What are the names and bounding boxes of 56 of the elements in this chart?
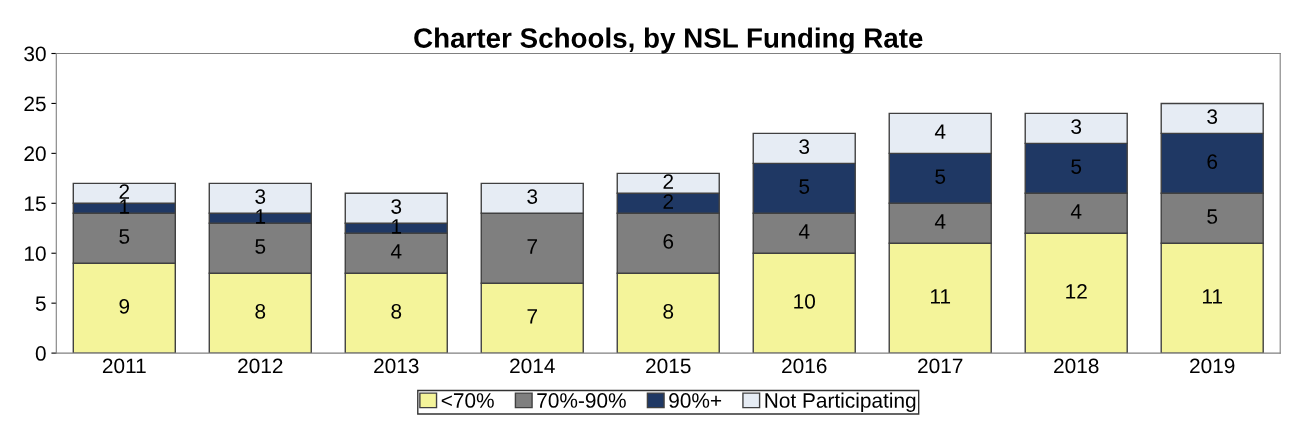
y-tick-label: 10 [24,246,46,261]
data-label: 5 [1071,159,1082,174]
data-label: 4 [1070,204,1082,219]
x-tick-label: 2011 [102,358,146,374]
data-label: 3 [799,139,810,154]
data-label: 11 [931,289,951,304]
x-tick-label: 2017 [918,358,963,374]
y-tick-label: 25 [24,96,46,112]
data-label: 5 [935,169,946,184]
data-label: 12 [1066,284,1087,299]
data-label: 10 [794,294,816,309]
legend-label: <70% [441,393,494,408]
data-label: 11 [1202,289,1223,304]
data-label: 4 [934,124,946,139]
data-label: 1 [256,209,266,224]
data-label: 2 [119,184,130,199]
chart-title: Charter Schools, by NSL Funding Rate [414,27,923,54]
y-tick-label: 0 [35,346,46,361]
legend-label: 90%+ [669,393,722,408]
data-label: 5 [1207,209,1218,224]
y-tick-label: 5 [35,296,46,311]
data-label: 1 [120,199,130,214]
data-label: 4 [798,224,810,239]
data-label: 6 [1207,154,1218,169]
x-tick-label: 2016 [782,358,827,374]
legend-label: 70%-90% [537,393,626,408]
y-tick-label: 20 [24,146,46,162]
data-label: 6 [663,234,674,249]
x-tick-label: 2015 [646,358,691,374]
x-tick-label: 2014 [510,358,555,374]
data-label: 4 [390,244,402,259]
data-label: 9 [119,299,130,314]
data-label: 1 [392,219,402,234]
data-label: 3 [1071,119,1082,134]
legend-label: Not Participating [765,392,916,412]
data-label: 2 [663,194,673,209]
data-label: 5 [799,179,810,194]
data-label: 8 [255,303,266,319]
y-tick-label: 30 [24,46,46,62]
x-tick-label: 2013 [374,358,419,374]
data-label: 5 [255,239,266,254]
data-label: 3 [1207,109,1218,125]
x-tick-label: 2012 [238,358,283,374]
x-tick-label: 2018 [1054,358,1099,374]
data-label: 7 [527,239,537,254]
data-label: 3 [527,189,538,204]
data-label: 2 [663,174,673,189]
data-label: 3 [255,189,266,204]
data-label: 7 [527,309,537,324]
x-tick-label: 2019 [1190,358,1235,374]
data-label: 8 [391,303,402,319]
data-label: 8 [663,303,674,319]
data-label: 4 [934,214,946,229]
data-label: 3 [391,199,402,214]
data-label: 5 [119,229,130,244]
y-tick-label: 15 [24,196,46,212]
